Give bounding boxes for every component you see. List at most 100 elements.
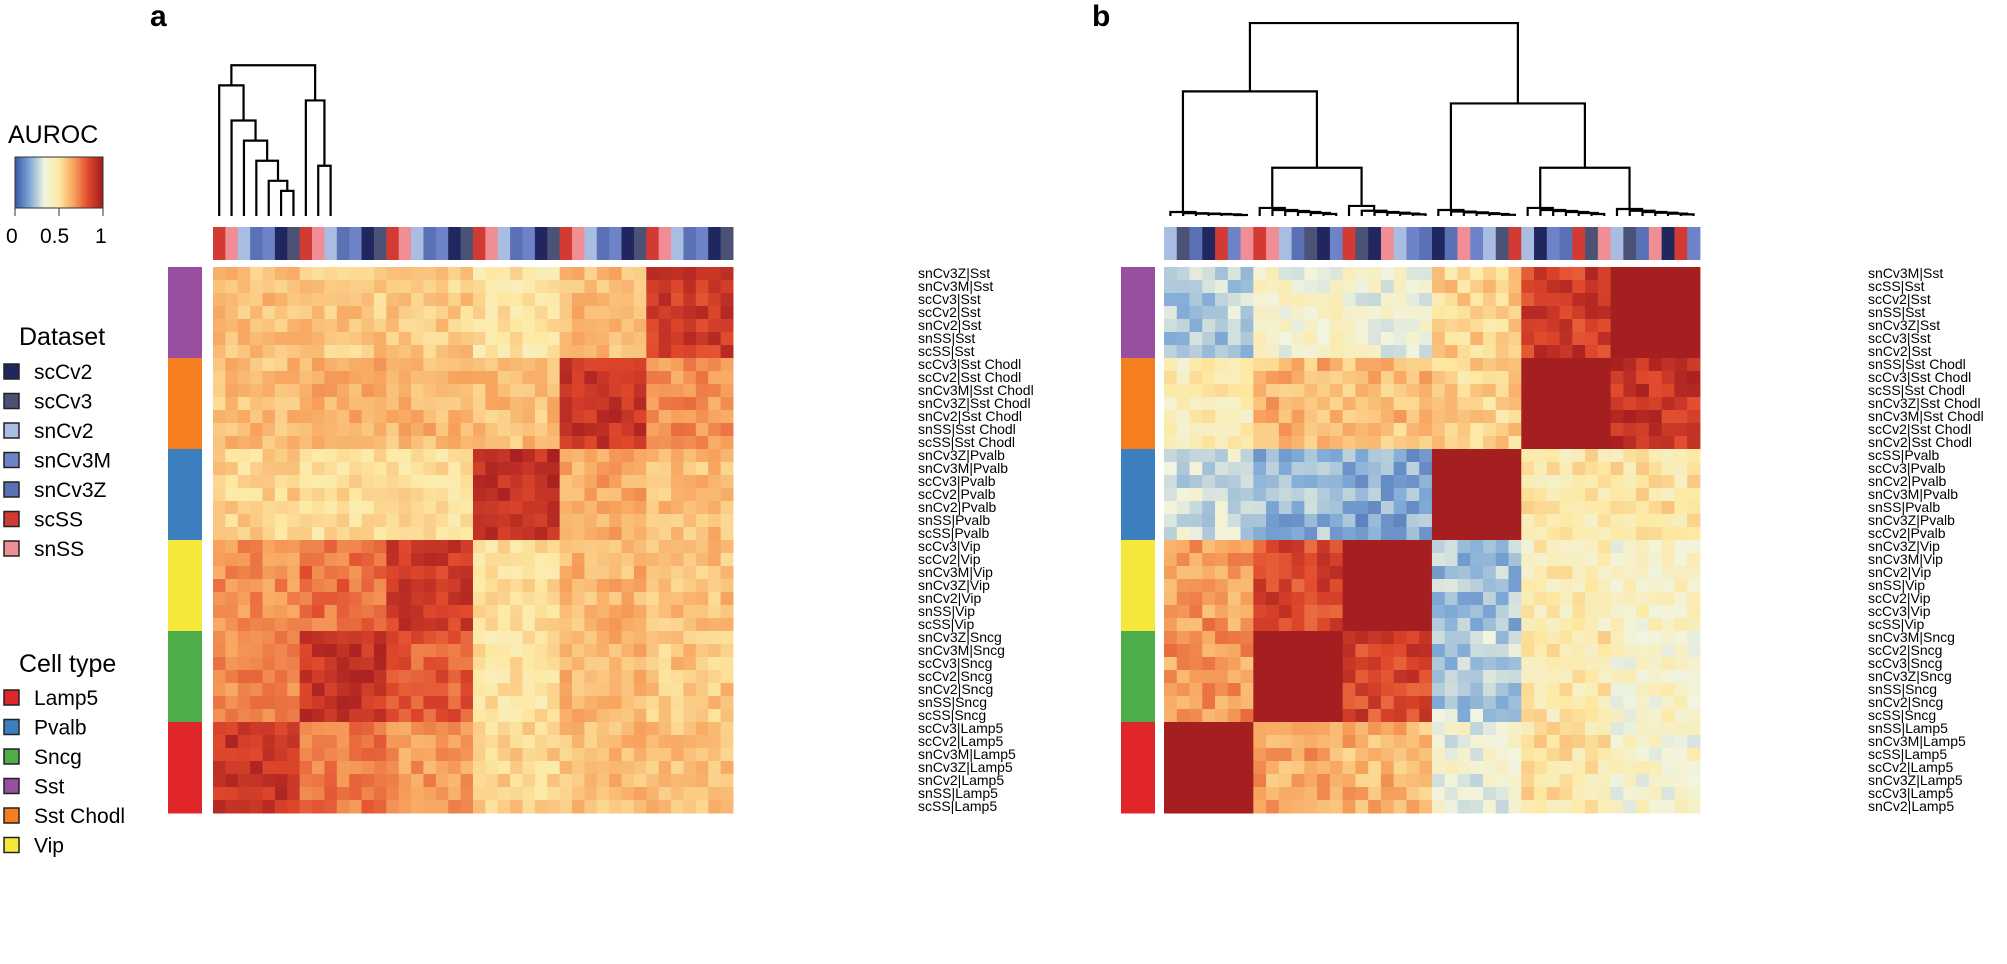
panel-a-row-cell-type-strip [168,644,202,658]
panel-a-heatmap-cell [237,722,251,736]
panel-b-heatmap-cell [1278,774,1293,788]
panel-b-heatmap-cell [1342,774,1356,788]
panel-a-heatmap-cell [287,683,301,697]
panel-a-heatmap-cell [720,293,734,307]
panel-a-heatmap-cell [435,449,449,463]
panel-b-heatmap-cell [1342,332,1356,346]
panel-a-heatmap-cell [336,644,350,658]
panel-a-heatmap-cell [448,384,462,398]
panel-b-heatmap-cell [1610,280,1624,294]
panel-b-heatmap-cell [1202,514,1216,528]
panel-a-heatmap-cell [274,475,288,489]
panel-b-heatmap-cell [1419,436,1433,450]
panel-a-heatmap-cell [658,488,672,502]
panel-a-heatmap-cell [287,501,301,515]
panel-b-heatmap-cell [1304,462,1318,476]
panel-a-heatmap-cell [336,527,350,541]
panel-b-heatmap-cell [1419,618,1433,632]
panel-a-row-label: snCv2|Pvalb [918,499,997,515]
panel-b-heatmap-cell [1419,527,1433,541]
panel-a-heatmap-cell [213,761,226,775]
panel-a-heatmap-cell [547,449,561,463]
panel-a-heatmap-cell [250,800,264,814]
panel-a-heatmap-cell [213,618,226,632]
panel-a-heatmap-cell [522,735,536,749]
panel-b-heatmap-cell [1585,540,1599,554]
panel-b-row-cell-type-strip [1121,527,1155,541]
panel-b-heatmap-cell [1406,384,1420,398]
panel-a-heatmap-cell [671,618,684,632]
panel-b-heatmap-cell [1227,397,1242,411]
panel-b-heatmap-cell [1202,488,1216,502]
panel-b-heatmap-cell [1610,683,1624,697]
panel-a-heatmap-cell [448,696,462,710]
panel-a-heatmap-cell [547,696,561,710]
panel-b-heatmap-cell [1164,475,1178,489]
panel-a-heatmap-cell [225,306,239,320]
panel-b-heatmap-cell [1610,358,1624,372]
panel-a-heatmap-cell [250,319,264,333]
panel-b-heatmap-cell [1355,371,1369,385]
panel-a-row-label: snCv3M|Vip [918,564,993,580]
panel-a-heatmap-cell [386,696,400,710]
panel-b-column-dataset-strip [1304,227,1318,260]
panel-a-heatmap-cell [448,293,462,307]
panel-a-heatmap-cell [423,553,437,567]
panel-b-heatmap-cell [1687,371,1701,385]
panel-b-dendrogram-branch-6 [1322,212,1338,216]
panel-a-heatmap-cell [250,358,264,372]
panel-a-heatmap-cell [287,267,301,281]
panel-b-heatmap-cell [1189,774,1203,788]
panel-a-heatmap-cell [559,722,573,736]
panel-b-heatmap-cell [1380,553,1395,567]
panel-b-heatmap-cell [1648,566,1663,580]
panel-a-heatmap-cell [720,436,734,450]
panel-a-heatmap-cell [534,683,548,697]
panel-a-heatmap-cell [349,462,363,476]
panel-a-heatmap-cell [609,540,623,554]
panel-a-heatmap-cell [460,410,474,424]
panel-b-column-dataset-strip [1406,227,1420,260]
panel-a-heatmap-cell [596,566,610,580]
panel-a-heatmap-cell [609,592,623,606]
panel-a-heatmap-cell [695,410,709,424]
panel-b-heatmap-cell [1546,423,1561,437]
panel-b-heatmap-cell [1368,332,1382,346]
panel-b-heatmap-cell [1240,657,1254,671]
panel-a-heatmap-cell [683,384,697,398]
panel-b-heatmap-cell [1240,709,1254,723]
panel-b-heatmap-cell [1431,462,1446,476]
panel-b-heatmap-cell [1674,358,1688,372]
panel-a-heatmap-cell [547,410,561,424]
panel-b-heatmap-cell [1661,735,1675,749]
panel-b-heatmap-cell [1291,657,1305,671]
panel-a-heatmap-cell [213,631,226,645]
panel-a-heatmap-cell [411,735,424,749]
panel-a-column-dataset-strip [299,227,313,260]
panel-a-heatmap-cell [646,774,660,788]
panel-b-heatmap-cell [1380,774,1395,788]
panel-b-heatmap-cell [1483,787,1497,801]
panel-a-heatmap-cell [633,657,647,671]
panel-a-heatmap-cell [485,566,499,580]
panel-a-heatmap-cell [423,657,437,671]
panel-b-heatmap-cell [1202,644,1216,658]
panel-a-heatmap-cell [683,267,697,281]
panel-a-column-dataset-strip [336,227,350,260]
panel-a-heatmap-cell [485,475,499,489]
panel-b-heatmap-cell [1674,592,1688,606]
panel-a-heatmap-cell [522,332,536,346]
panel-b-heatmap-cell [1419,761,1433,775]
panel-a-heatmap-cell [398,657,412,671]
panel-a-heatmap-cell [386,553,400,567]
panel-b-heatmap-cell [1368,371,1382,385]
panel-a-heatmap-cell [448,449,462,463]
panel-b-heatmap-cell [1534,319,1548,333]
panel-b-heatmap-cell [1189,280,1203,294]
panel-b-dendrogram-branch-18 [1271,166,1363,208]
panel-a-heatmap-cell [658,566,672,580]
panel-b-heatmap-cell [1240,631,1254,645]
panel-a-column-dataset-strip [720,227,734,260]
panel-a-heatmap-cell [324,696,338,710]
panel-b-heatmap-cell [1342,722,1356,736]
